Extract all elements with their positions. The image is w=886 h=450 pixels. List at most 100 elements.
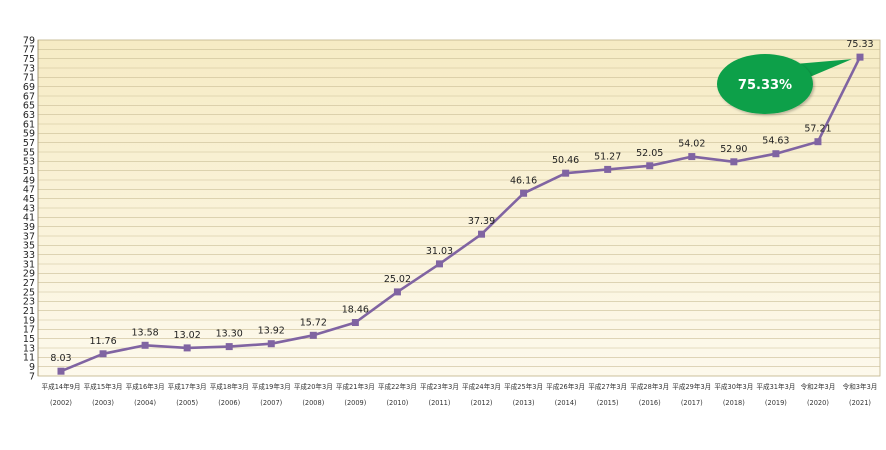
x-tick-label: 平成20年3月: [294, 382, 333, 391]
y-tick-label: 19: [23, 315, 35, 326]
data-point: [225, 343, 233, 351]
y-tick-label: 65: [23, 101, 35, 112]
data-point: [309, 331, 317, 339]
data-label: 54.63: [762, 136, 789, 147]
y-tick-label: 63: [23, 110, 35, 121]
data-label: 13.02: [174, 330, 201, 341]
x-tick-label: 令和2年3月: [801, 382, 836, 391]
series-polyline: [60, 56, 862, 373]
data-label: 15.72: [300, 317, 327, 328]
data-point: [435, 260, 443, 268]
data-label: 54.02: [678, 139, 705, 150]
x-tick-year: (2014): [555, 399, 577, 407]
gridlines: [38, 39, 880, 377]
y-tick-label: 7: [29, 371, 35, 382]
x-tick-label: 平成23年3月: [420, 382, 459, 391]
x-tick-year: (2018): [723, 399, 745, 407]
x-tick-year: (2007): [260, 399, 282, 407]
data-point: [730, 158, 738, 166]
y-tick-label: 47: [23, 185, 35, 196]
y-tick-label: 35: [23, 241, 35, 252]
data-label: 8.03: [50, 353, 71, 364]
x-tick-year: (2006): [218, 399, 240, 407]
x-tick-label: 平成19年3月: [252, 382, 291, 391]
x-tick-label: 平成31年3月: [756, 382, 795, 391]
data-label: 13.92: [258, 326, 285, 337]
x-tick-year: (2002): [50, 399, 72, 407]
y-tick-label: 79: [23, 35, 35, 46]
data-label: 13.30: [216, 329, 243, 340]
data-point: [57, 367, 65, 375]
y-tick-label: 45: [23, 194, 35, 205]
y-tick-label: 75: [23, 54, 35, 65]
y-tick-label: 57: [23, 138, 35, 149]
data-point: [772, 150, 780, 158]
y-tick-label: 39: [23, 222, 35, 233]
data-point: [814, 138, 822, 146]
x-tick-label: 平成28年3月: [630, 382, 669, 391]
data-point: [141, 341, 149, 349]
x-tick-year: (2004): [134, 399, 156, 407]
y-tick-label: 27: [23, 278, 35, 289]
y-tick-label: 15: [23, 334, 35, 345]
y-tick-label: 9: [29, 362, 35, 373]
data-label: 52.90: [720, 144, 747, 155]
y-tick-label: 41: [23, 213, 35, 224]
y-axis: 7911131517192123252729313335373941434547…: [23, 35, 39, 382]
data-label: 37.39: [468, 216, 495, 227]
x-tick-label: 平成30年3月: [714, 382, 753, 391]
x-tick-label: 平成29年3月: [672, 382, 711, 391]
x-tick-label: 平成14年9月: [42, 382, 81, 391]
x-tick-year: (2021): [849, 399, 871, 407]
x-tick-year: (2008): [302, 399, 324, 407]
data-point: [604, 165, 612, 173]
x-tick-label: 平成25年3月: [504, 382, 543, 391]
y-tick-label: 31: [23, 259, 35, 270]
data-label: 46.16: [510, 175, 537, 186]
data-label: 50.46: [552, 155, 579, 166]
callout-bubble: [717, 54, 813, 114]
x-tick-label: 令和3年3月: [843, 382, 878, 391]
data-label: 13.58: [132, 327, 159, 338]
data-point: [562, 169, 570, 177]
x-tick-label: 平成26年3月: [546, 382, 585, 391]
x-tick-year: (2011): [429, 399, 451, 407]
x-tick-label: 平成22年3月: [378, 382, 417, 391]
x-tick-label: 平成15年3月: [84, 382, 123, 391]
x-tick-year: (2013): [513, 399, 535, 407]
data-point: [688, 153, 696, 161]
y-tick-label: 61: [23, 119, 35, 130]
x-tick-year: (2016): [639, 399, 661, 407]
x-tick-label: 平成18年3月: [210, 382, 249, 391]
y-tick-label: 25: [23, 287, 35, 298]
y-tick-label: 23: [23, 297, 35, 308]
x-tick-label: 平成21年3月: [336, 382, 375, 391]
data-label: 51.27: [594, 151, 621, 162]
data-point: [351, 319, 359, 327]
x-tick-label: 平成27年3月: [588, 382, 627, 391]
x-tick-label: 平成24年3月: [462, 382, 501, 391]
data-point: [478, 230, 486, 238]
y-tick-label: 33: [23, 250, 35, 261]
data-point: [646, 162, 654, 170]
y-tick-label: 59: [23, 129, 35, 140]
y-tick-label: 53: [23, 157, 35, 168]
x-tick-year: (2020): [807, 399, 829, 407]
data-point: [856, 53, 864, 61]
y-tick-label: 13: [23, 343, 35, 354]
x-tick-year: (2003): [92, 399, 114, 407]
data-point: [183, 344, 191, 352]
x-tick-year: (2005): [176, 399, 198, 407]
y-tick-label: 67: [23, 91, 35, 102]
data-label: 31.03: [426, 246, 453, 257]
x-tick-year: (2017): [681, 399, 703, 407]
data-label: 52.05: [636, 148, 663, 159]
x-tick-label: 平成17年3月: [168, 382, 207, 391]
y-tick-label: 17: [23, 325, 35, 336]
x-tick-year: (2009): [344, 399, 366, 407]
data-label: 18.46: [342, 305, 369, 316]
data-labels: 8.03 11.76 13.58 13.02 13.30 13.92 15.72 18.46 2…: [50, 39, 873, 364]
data-point: [267, 340, 275, 348]
y-tick-label: 77: [23, 45, 35, 56]
